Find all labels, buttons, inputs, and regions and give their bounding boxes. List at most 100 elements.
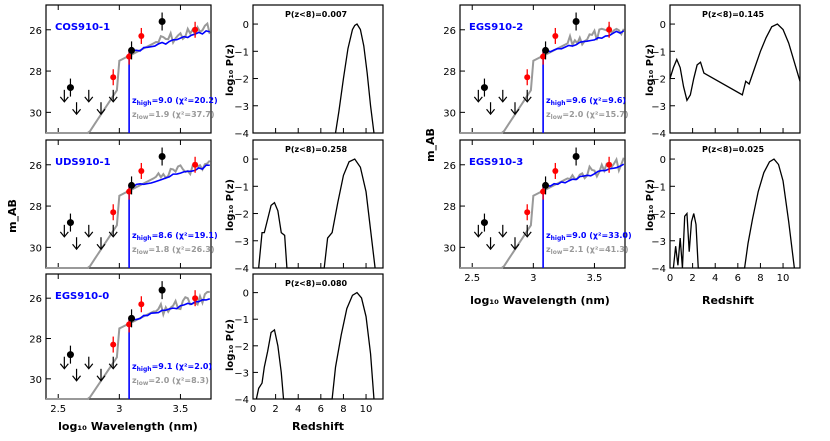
y-tick-label: −3 (651, 102, 666, 113)
x-tick-label: 10 (360, 404, 373, 415)
y-tick-label: 26 (29, 161, 42, 172)
upper-limit-arrow-head (72, 243, 82, 251)
y-tick-label: 28 (443, 67, 456, 78)
red-point (126, 321, 133, 328)
x-tick-label: 3.5 (172, 404, 188, 415)
upper-limit-arrow-head (59, 231, 69, 238)
y-tick-label: 26 (29, 26, 42, 37)
y-tick-label: −4 (651, 129, 666, 140)
red-point (524, 209, 531, 216)
upper-limit-arrow-head (108, 231, 118, 238)
red-point (138, 167, 145, 174)
black-point (128, 46, 136, 54)
black-point (480, 219, 488, 227)
y-tick-label: 0 (660, 155, 666, 166)
x-tick-label: 3.5 (586, 273, 602, 284)
red-point (606, 26, 613, 33)
panel-sed-EGS910-3: 2.5 3 3.5 26 28 30 EGS910-3 zhigh=9.0 (χ²=33.0)… (443, 139, 632, 284)
z-low-label: zlow=2.0 (χ²=8.3) (132, 376, 209, 387)
red-point (138, 301, 145, 308)
sed-ylabel-right: m_AB (424, 128, 437, 162)
panel-pz-9: 0 2 4 6 8 10 −4 −3 −2 −1 0 P(z<8)=0.025 (651, 139, 801, 284)
pz-curve (334, 23, 375, 134)
panel-sed-COS910-1: 26 28 30 COS910-1 zhigh=9.0 (χ²=20.2) zlow=1.… (29, 4, 218, 134)
z-low-label: zlow=1.8 (χ²=26.3) (132, 245, 214, 256)
red-point (606, 161, 613, 168)
object-name: COS910-1 (55, 22, 110, 33)
y-tick-label: −1 (651, 47, 666, 58)
object-name: EGS910-2 (469, 22, 523, 33)
red-point (524, 74, 531, 81)
z-low-label: zlow=2.0 (χ²=15.7) (546, 110, 628, 121)
red-point (540, 188, 547, 195)
upper-limit-arrow-head (510, 243, 520, 251)
upper-limit-arrow-head (486, 108, 496, 116)
red-point (110, 341, 117, 348)
z-low-label: zlow=1.9 (χ²=37.7) (132, 110, 214, 121)
upper-limit-arrow-head (486, 243, 496, 251)
red-point (126, 188, 133, 195)
y-tick-label: −1 (234, 315, 249, 326)
z-high-label: zhigh=9.1 (χ²=2.0) (132, 362, 212, 373)
y-tick-label: −2 (234, 342, 249, 353)
upper-limit-arrow-head (96, 375, 106, 382)
upper-limit-arrow-head (498, 231, 508, 238)
upper-limit-arrow-head (96, 108, 106, 116)
black-point (128, 181, 136, 189)
upper-limit-arrow-head (498, 96, 508, 103)
upper-limit-arrow-head (72, 108, 82, 116)
black-point (158, 153, 166, 161)
pz-ylabel-1: log₁₀ P(z) (225, 44, 236, 96)
y-tick-label: 28 (29, 67, 42, 78)
red-point (192, 26, 199, 33)
pz-curve (672, 158, 795, 269)
y-tick-label: −3 (234, 102, 249, 113)
x-tick-label: 2.5 (464, 273, 480, 284)
black-point (158, 286, 166, 294)
black-point (66, 219, 74, 227)
y-tick-label: 26 (29, 294, 42, 305)
z-low-label: zlow=2.1 (χ²=41.3) (546, 245, 628, 256)
plot-frame (252, 273, 384, 400)
y-tick-label: −2 (234, 210, 249, 221)
upper-limit-arrow-head (96, 243, 106, 251)
black-point (128, 314, 136, 322)
black-point (572, 18, 580, 26)
z-high-label: zhigh=9.0 (χ²=33.0) (546, 231, 632, 242)
upper-limit-arrow-head (473, 231, 483, 238)
red-point (192, 295, 199, 302)
object-name: EGS910-0 (55, 291, 109, 302)
upper-limit-arrow-head (473, 96, 483, 103)
pz-ylabel-2: log₁₀ P(z) (225, 179, 236, 231)
x-tick-label: 8 (757, 273, 763, 284)
upper-limit-arrow-head (510, 108, 520, 116)
red-point (540, 53, 547, 60)
y-tick-label: 0 (243, 155, 249, 166)
y-tick-label: −1 (234, 47, 249, 58)
pz-title: P(z<8)=0.025 (702, 145, 765, 154)
y-tick-label: −4 (651, 264, 666, 275)
pz-ylabel-5: log₁₀ P(z) (645, 179, 656, 231)
black-point (66, 84, 74, 92)
red-point (110, 74, 117, 81)
y-tick-label: 0 (243, 20, 249, 31)
black-point (158, 18, 166, 26)
y-tick-label: 30 (443, 243, 456, 254)
black-point (542, 46, 550, 54)
y-tick-label: −3 (234, 368, 249, 379)
black-point (542, 181, 550, 189)
x-tick-label: 3 (116, 404, 122, 415)
upper-limit-arrow-head (59, 363, 69, 370)
y-tick-label: −4 (234, 129, 249, 140)
y-tick-label: 26 (443, 26, 456, 37)
y-tick-label: −4 (234, 264, 249, 275)
sed-xlabel-left: log₁₀ Wavelength (nm) (58, 420, 198, 433)
z-high-label: zhigh=9.6 (χ²=9.6) (546, 96, 626, 107)
black-point (480, 84, 488, 92)
pz-ylabel-3: log₁₀ P(z) (225, 319, 236, 371)
plot-frame (252, 4, 384, 134)
y-tick-label: 30 (29, 375, 42, 386)
red-point (552, 167, 559, 174)
